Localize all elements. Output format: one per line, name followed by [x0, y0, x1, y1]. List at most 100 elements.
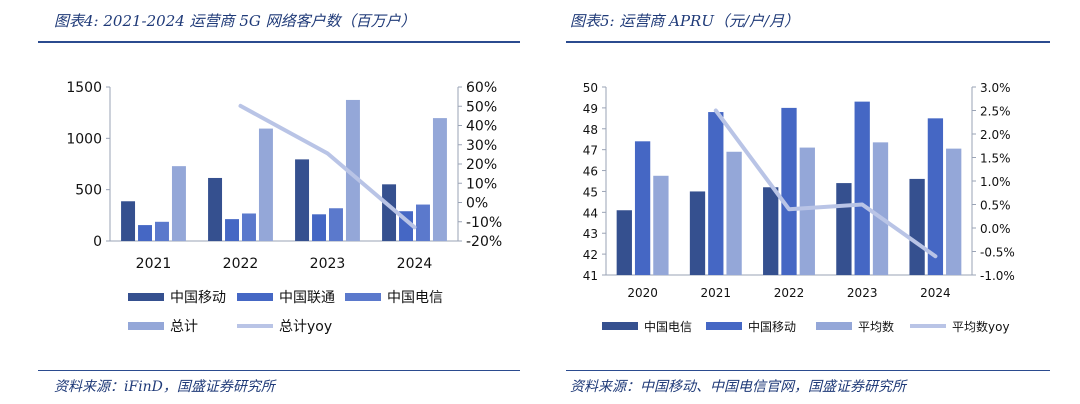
bar-中国电信-2023	[836, 183, 852, 275]
y-tick-label-right: -1.0%	[980, 269, 1015, 283]
y-tick-label-right: -0.5%	[980, 246, 1015, 260]
bar-中国移动-2022	[781, 107, 797, 275]
line-总计yoy	[238, 103, 417, 230]
y-tick-label-left: 45	[583, 185, 598, 199]
legend-swatch-中国电信	[345, 293, 381, 301]
y-tick-label-right: 0%	[466, 196, 488, 212]
bar-中国电信-2023	[329, 208, 343, 241]
y-tick-label-right: 40%	[466, 119, 497, 135]
x-tick-label: 2020	[627, 286, 658, 300]
y-tick-label-right: 50%	[466, 99, 497, 115]
legend-swatch-总计	[128, 322, 164, 330]
chart-caption: 图表4: 2021-2024 运营商 5G 网络客户数（百万户）	[54, 12, 416, 30]
bar-中国移动-2021	[121, 201, 136, 241]
x-tick-label: 2023	[847, 286, 878, 300]
y-tick-label-right: 2.5%	[980, 105, 1011, 119]
source-rule	[38, 370, 520, 371]
bar-中国电信-2020	[616, 210, 632, 275]
legend-swatch-中国电信	[602, 322, 638, 330]
bar-中国联通-2023	[312, 214, 326, 241]
chart-panel-subscribers: 图表4: 2021-2024 运营商 5G 网络客户数（百万户） 0 500 100…	[0, 0, 520, 404]
y-tick-label-left: 50	[583, 81, 598, 95]
chart-caption: 图表5: 运营商 APRU（元/户/月）	[570, 12, 800, 30]
legend-label-中国移动: 中国移动	[170, 290, 226, 306]
x-tick-label: 2022	[774, 286, 805, 300]
y-tick-label-right: 20%	[466, 157, 497, 173]
x-tick-label: 2022	[223, 256, 259, 272]
bar-中国移动-2021	[708, 112, 724, 275]
legend-label-中国联通: 中国联通	[279, 290, 335, 306]
bar-中国电信-2021	[689, 191, 706, 275]
x-tick-label: 2023	[310, 256, 346, 272]
bar-中国联通-2021	[138, 225, 152, 241]
bar-总计-2023	[345, 99, 360, 241]
legend-label-中国电信: 中国电信	[387, 290, 443, 306]
legend-label-平均数: 平均数	[858, 319, 894, 334]
y-tick-label-right: -10%	[466, 215, 502, 231]
y-tick-label-left: 49	[583, 102, 598, 116]
bar-中国移动-2022	[208, 177, 223, 241]
y-tick-label-left: 1500	[66, 80, 102, 96]
y-tick-label-left: 41	[583, 269, 598, 283]
bar-中国联通-2022	[225, 219, 239, 241]
legend-label-总计: 总计	[170, 319, 198, 335]
source-rule	[566, 370, 1050, 371]
y-tick-label-right: 10%	[466, 176, 497, 192]
y-tick-label-right: 2.0%	[980, 128, 1011, 142]
y-tick-label-left: 47	[583, 144, 598, 158]
legend-swatch-平均数	[816, 322, 852, 330]
y-tick-label-left: 43	[583, 227, 598, 241]
bar-总计-2022	[258, 128, 273, 241]
y-tick-label-left: 1000	[66, 131, 102, 147]
y-tick-label-right: -20%	[466, 234, 502, 250]
bar-中国电信-2022	[763, 187, 779, 275]
y-tick-label-right: 3.0%	[980, 81, 1011, 95]
y-tick-label-left: 500	[75, 183, 102, 199]
y-tick-label-right: 1.5%	[980, 152, 1011, 166]
y-tick-label-left: 48	[583, 123, 598, 137]
x-tick-label: 2021	[701, 286, 732, 300]
bar-中国移动-2023	[854, 101, 870, 275]
y-tick-label-left: 42	[583, 248, 598, 262]
bar-中国移动-2023	[295, 159, 310, 241]
bar-中国电信-2024	[416, 204, 430, 241]
y-tick-label-right: 1.0%	[980, 175, 1011, 189]
chart-panel-arpu: 图表5: 运营商 APRU（元/户/月） 41 42 43 44 45 46 47 48 49 5…	[558, 0, 1080, 404]
y-tick-label-left: 0	[93, 234, 102, 250]
bar-平均数-2023	[872, 142, 889, 275]
bar-总计-2024	[432, 118, 447, 241]
chart-source: 资料来源：中国移动、中国电信官网，国盛证券研究所	[570, 379, 906, 395]
y-tick-label-left: 46	[583, 165, 598, 179]
bar-中国移动-2024	[927, 118, 944, 275]
bar-平均数-2021	[726, 151, 742, 275]
caption-rule	[38, 41, 520, 43]
x-tick-label: 2021	[136, 256, 172, 272]
y-tick-label-right: 30%	[466, 138, 497, 154]
bar-平均数-2020	[653, 175, 669, 275]
chart-source: 资料来源：iFinD，国盛证券研究所	[54, 379, 275, 395]
legend-swatch-中国移动	[128, 293, 164, 301]
y-tick-label-right: 0.0%	[980, 222, 1011, 236]
legend-label-中国移动: 中国移动	[748, 319, 796, 334]
caption-rule	[566, 41, 1050, 43]
x-tick-label: 2024	[397, 256, 433, 272]
subscribers-chart: 0 500 1000 1500 -20% -10% 0% 10% 20% 30% 40% 50% 60%…	[66, 80, 502, 335]
legend-label-总计yoy: 总计yoy	[279, 319, 332, 335]
bar-总计-2021	[171, 166, 186, 241]
y-tick-label-right: 60%	[466, 80, 497, 96]
arpu-chart: 41 42 43 44 45 46 47 48 49 50 -1.0% -0.5% 0.0% 0.5% 1.…	[583, 81, 1015, 334]
bar-中国电信-2022	[242, 213, 256, 241]
y-tick-label-right: 0.5%	[980, 199, 1011, 213]
legend-label-中国电信: 中国电信	[644, 319, 692, 334]
line-平均数yoy	[713, 108, 938, 259]
bar-平均数-2024	[946, 148, 962, 275]
legend-label-平均数yoy: 平均数yoy	[952, 319, 1010, 334]
bar-中国移动-2020	[634, 141, 651, 275]
bar-中国电信-2024	[909, 178, 925, 275]
y-tick-label-left: 44	[583, 206, 598, 220]
bar-平均数-2022	[799, 147, 815, 275]
bar-中国移动-2024	[382, 184, 397, 241]
x-tick-label: 2024	[920, 286, 951, 300]
bar-中国电信-2021	[155, 221, 169, 241]
legend-swatch-中国联通	[237, 293, 273, 301]
